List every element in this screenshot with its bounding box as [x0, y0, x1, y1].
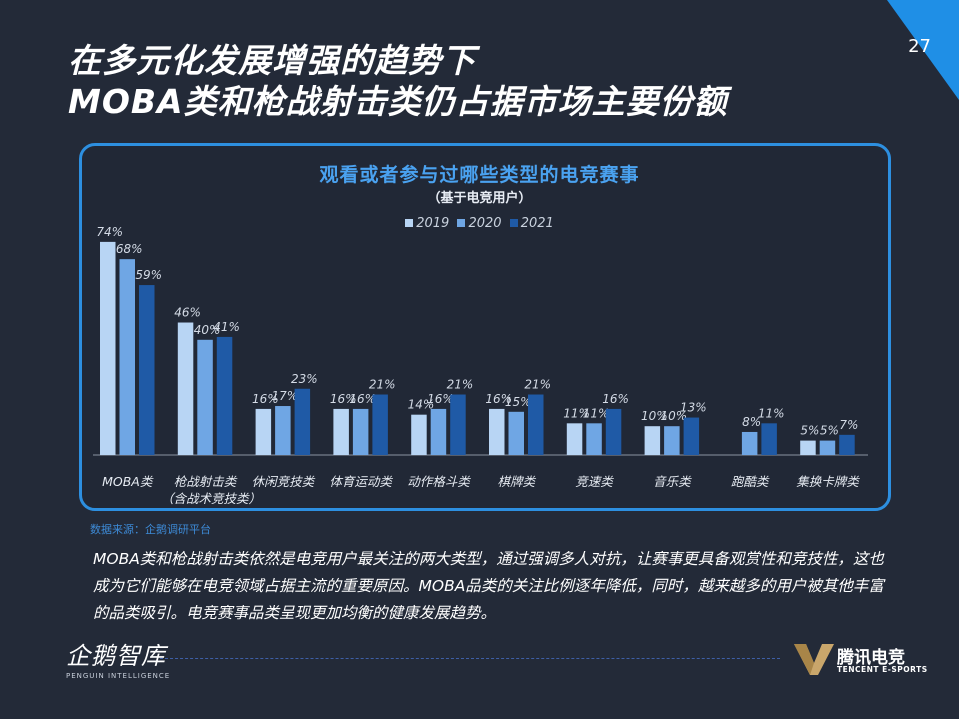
- bar-2021-6: [605, 408, 622, 455]
- category-label-1: 枪战射击类: [174, 474, 238, 489]
- data-label-2020-7: 10%: [661, 409, 688, 423]
- data-label-2019-4: 14%: [408, 398, 435, 412]
- data-label-2019-7: 10%: [641, 409, 668, 423]
- data-label-2019-6: 11%: [563, 406, 590, 420]
- bar-2021-4: [450, 394, 466, 455]
- bar-2020-5: [508, 411, 524, 455]
- data-label-2021-1: 41%: [213, 320, 240, 334]
- data-label-2021-2: 23%: [291, 372, 318, 386]
- bar-2020-0: [119, 259, 135, 455]
- bar-2019-2: [255, 408, 272, 455]
- bar-2019-4: [411, 414, 427, 455]
- data-label-2020-6: 11%: [583, 406, 610, 420]
- bar-2021-5: [528, 394, 544, 455]
- bar-2019-3: [333, 408, 349, 455]
- logo-right-name: 腾讯电竞: [837, 648, 905, 668]
- bar-2021-3: [372, 394, 388, 455]
- legend-label: 2021: [520, 216, 554, 231]
- logo-right-english: TENCENT E-SPORTS: [837, 665, 928, 674]
- logo-left-name: 企鹅智库: [66, 642, 166, 670]
- bar-2020-2: [275, 406, 291, 455]
- bar-2020-6: [586, 423, 602, 455]
- legend-item-2019: 2019: [405, 216, 449, 231]
- page-title: 在多元化发展增强的趋势下 MOBA类和枪战射击类仍占据市场主要份额: [68, 40, 728, 122]
- data-label-2020-0: 68%: [116, 242, 143, 256]
- category-label-4: 动作格斗类: [407, 474, 471, 489]
- data-label-2020-3: 16%: [349, 392, 376, 406]
- category-label-2: 休闲竞技类: [252, 474, 316, 489]
- data-label-2019-2: 16%: [252, 392, 279, 406]
- page-corner-triangle: [887, 0, 959, 100]
- category-label-9: 集换卡牌类: [796, 474, 860, 489]
- bar-2020-4: [430, 408, 447, 455]
- data-label-2020-9: 5%: [820, 424, 839, 438]
- data-label-2020-2: 17%: [272, 389, 299, 403]
- category-label-8: 跑酷类: [731, 474, 770, 489]
- bar-2019-0: [100, 241, 116, 455]
- bar-2021-2: [294, 388, 311, 455]
- bar-2021-8: [761, 423, 777, 455]
- data-label-2019-0: 74%: [96, 225, 123, 239]
- category-label-3: 体育运动类: [329, 474, 393, 489]
- data-label-2021-0: 59%: [135, 268, 162, 282]
- data-label-2020-4: 16%: [427, 392, 454, 406]
- bar-2020-8: [741, 431, 758, 455]
- bar-2019-1: [177, 322, 194, 455]
- bar-2019-7: [644, 426, 661, 455]
- penguin-intelligence-logo: 企鹅智库 PENGUIN INTELLIGENCE: [66, 636, 170, 680]
- data-label-2019-9: 5%: [800, 424, 819, 438]
- chart-title: 观看或者参与过哪些类型的电竞赛事: [319, 164, 640, 186]
- category-label-6: 竞速类: [575, 474, 614, 489]
- data-label-2021-6: 16%: [602, 392, 629, 406]
- bar-2019-5: [489, 408, 505, 455]
- page-number: 27: [908, 36, 931, 57]
- footer-divider: [160, 658, 780, 659]
- bar-2021-1: [216, 336, 233, 455]
- bar-2021-9: [839, 434, 855, 455]
- data-label-2021-7: 13%: [680, 401, 707, 415]
- bar-2021-0: [139, 285, 155, 455]
- data-label-2020-5: 15%: [505, 395, 532, 409]
- data-label-2021-9: 7%: [839, 418, 858, 432]
- legend-item-2020: 2020: [457, 216, 502, 231]
- data-label-2019-5: 16%: [485, 392, 512, 406]
- data-label-2021-5: 21%: [524, 378, 551, 392]
- data-source: 数据来源：企鹅调研平台: [90, 523, 211, 536]
- category-label-0: MOBA类: [102, 474, 154, 489]
- bar-2021-7: [683, 417, 700, 455]
- data-label-2020-8: 8%: [742, 415, 761, 429]
- category-label-7: 音乐类: [653, 474, 692, 489]
- bar-2019-9: [800, 440, 816, 455]
- bar-2019-6: [566, 423, 583, 455]
- chart-subtitle: （基于电竞用户）: [427, 191, 532, 206]
- legend-label: 2019: [416, 216, 450, 231]
- data-label-2020-1: 40%: [194, 323, 221, 337]
- tencent-esports-v-icon: [794, 644, 834, 675]
- title-line-1: 在多元化发展增强的趋势下: [68, 41, 476, 80]
- bar-2020-3: [352, 408, 369, 455]
- data-label-2019-1: 46%: [174, 306, 201, 320]
- legend-item-2021: 2021: [509, 216, 554, 231]
- legend-label: 2020: [468, 216, 502, 231]
- title-line-2: MOBA类和枪战射击类仍占据市场主要份额: [68, 82, 728, 121]
- data-label-2021-3: 21%: [369, 378, 396, 392]
- category-label-5: 棋牌类: [497, 474, 536, 489]
- chart-legend: 2019 2020 2021: [0, 216, 959, 231]
- logo-left-english: PENGUIN INTELLIGENCE: [66, 672, 171, 680]
- category-sublabel-1: （含战术竞技类）: [161, 491, 261, 506]
- bar-2020-9: [819, 440, 836, 455]
- data-label-2019-3: 16%: [330, 392, 357, 406]
- data-label-2021-4: 21%: [447, 378, 474, 392]
- bar-2020-7: [664, 426, 680, 455]
- bar-2020-1: [197, 339, 213, 455]
- data-label-2021-8: 11%: [758, 406, 785, 420]
- summary-paragraph: MOBA类和枪战射击类依然是电竞用户最关注的两大类型，通过强调多人对抗，让赛事更…: [93, 550, 884, 622]
